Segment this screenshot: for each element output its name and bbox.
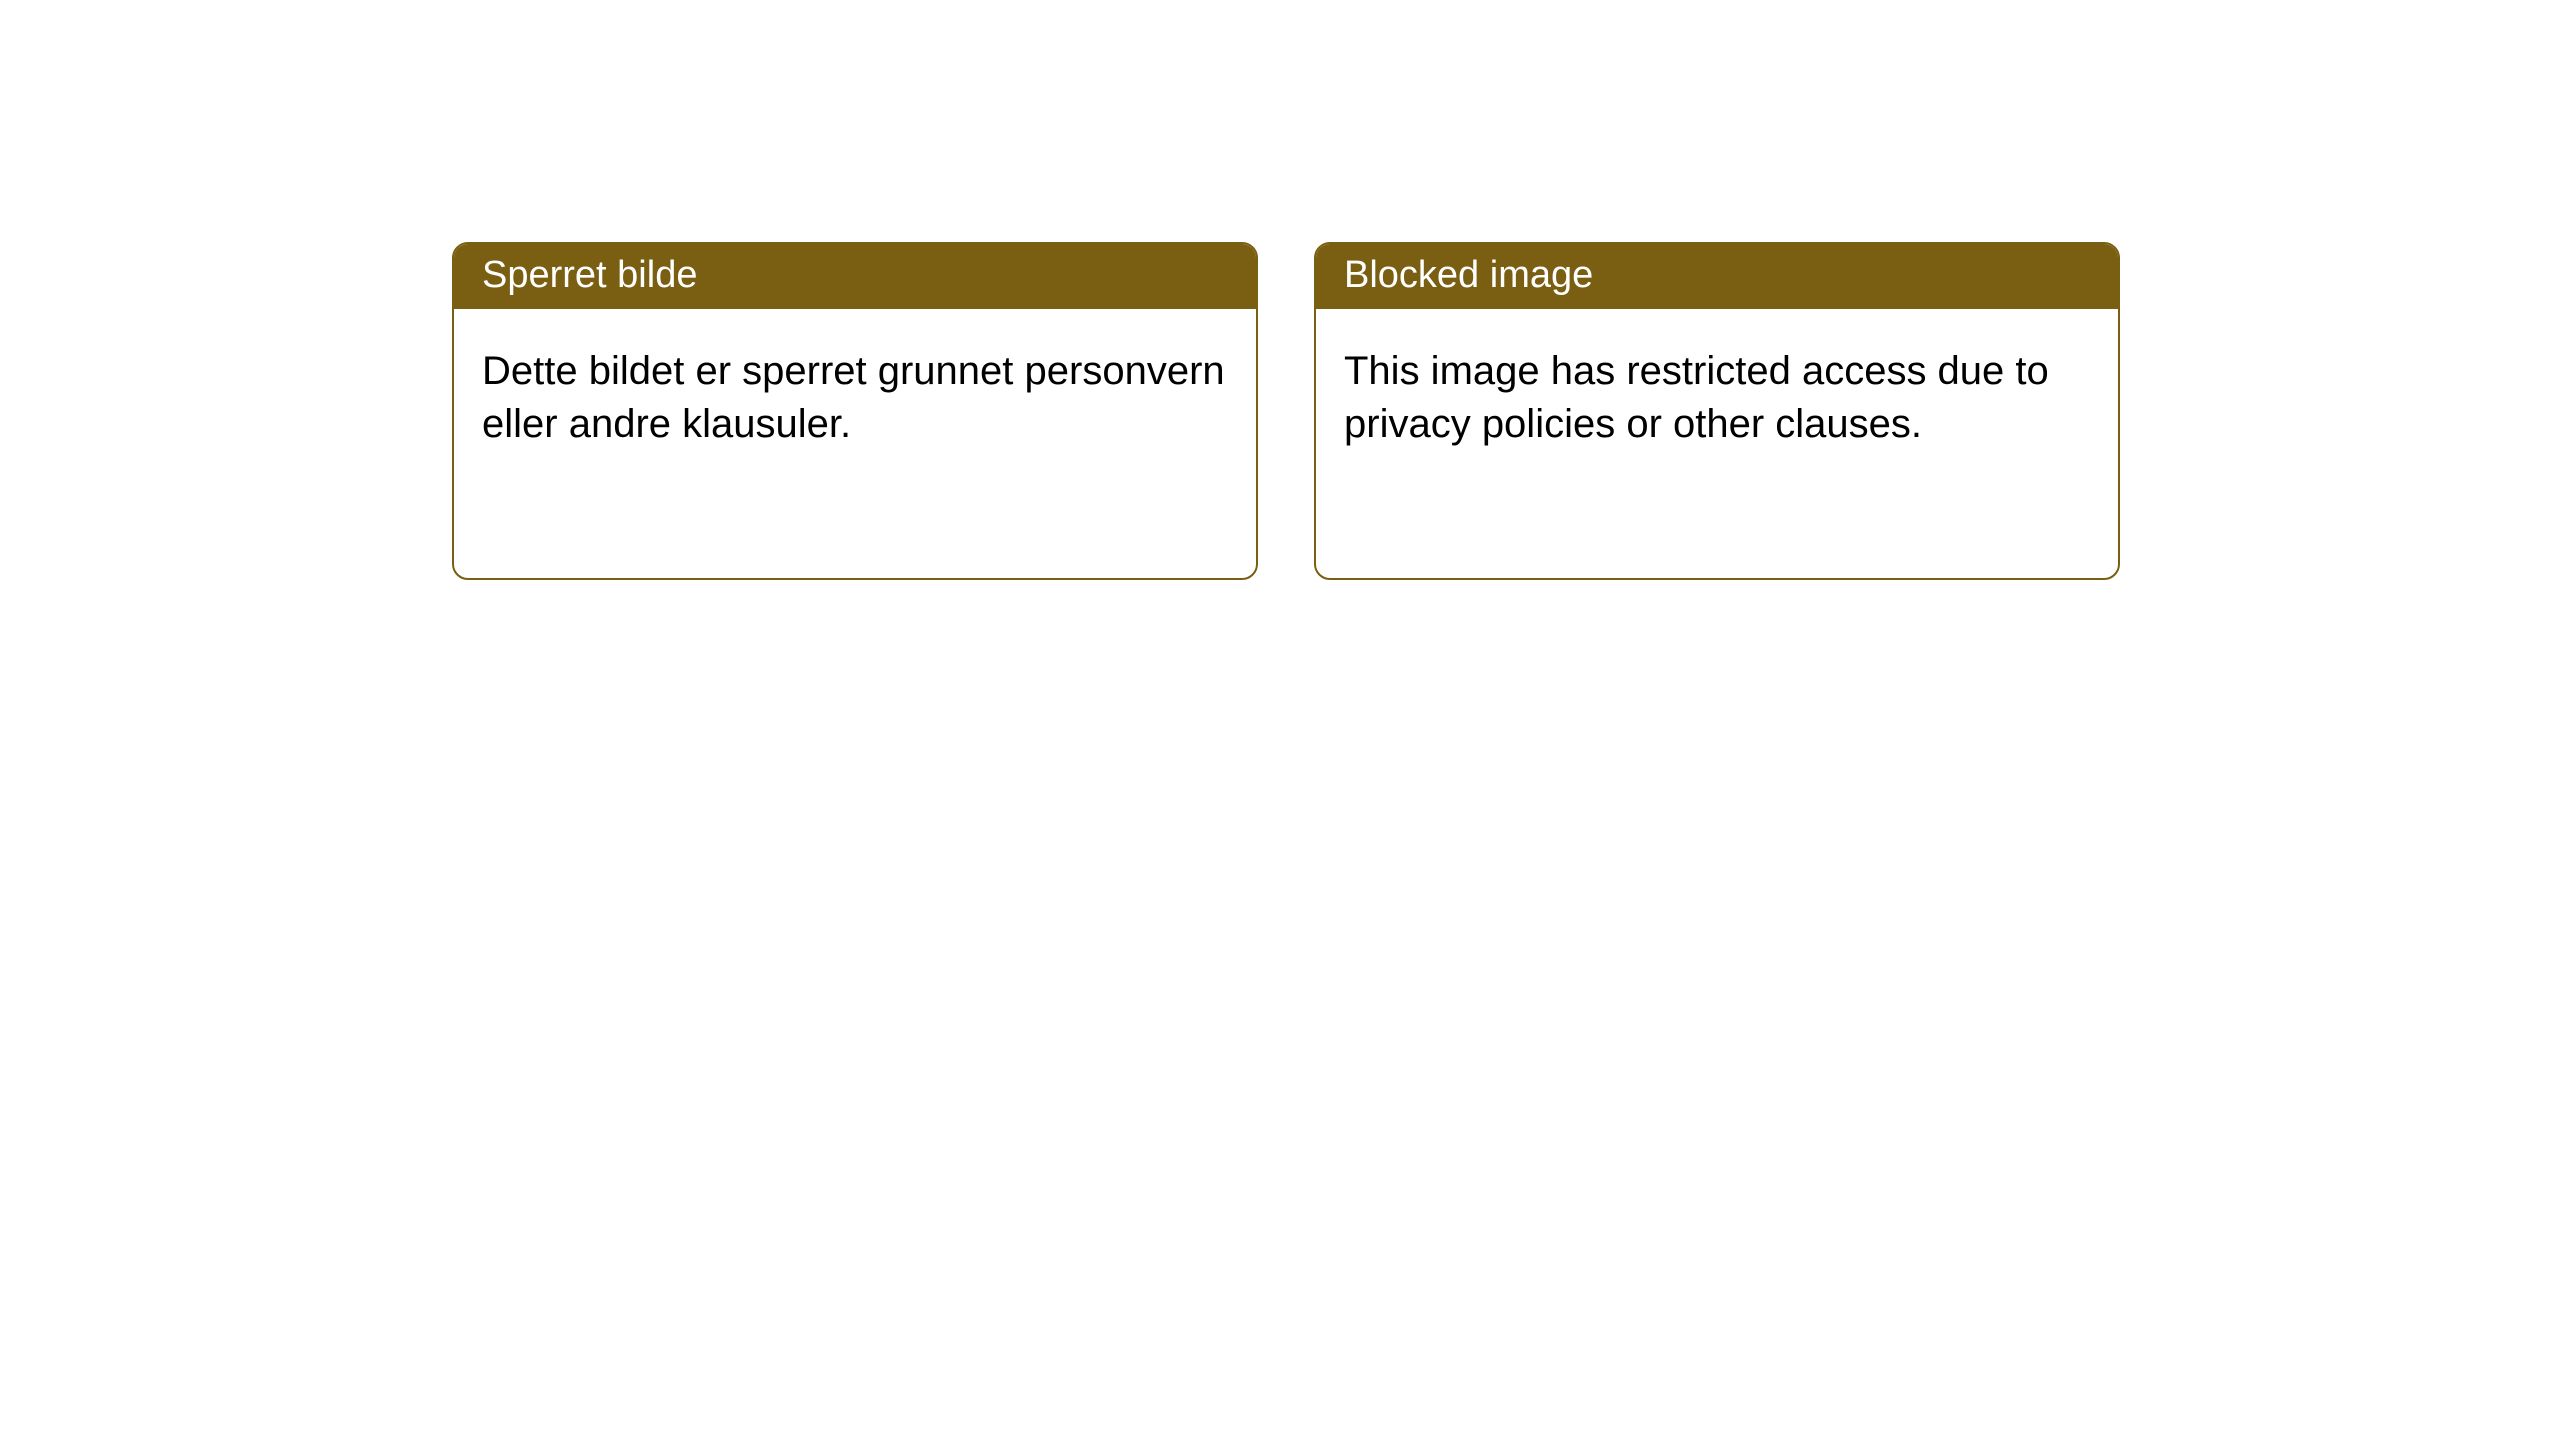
notice-card-english: Blocked image This image has restricted … xyxy=(1314,242,2120,580)
notice-body: Dette bildet er sperret grunnet personve… xyxy=(454,309,1256,487)
notice-header: Sperret bilde xyxy=(454,244,1256,309)
notice-body: This image has restricted access due to … xyxy=(1316,309,2118,487)
notice-header: Blocked image xyxy=(1316,244,2118,309)
notice-card-norwegian: Sperret bilde Dette bildet er sperret gr… xyxy=(452,242,1258,580)
notice-container: Sperret bilde Dette bildet er sperret gr… xyxy=(0,0,2560,580)
